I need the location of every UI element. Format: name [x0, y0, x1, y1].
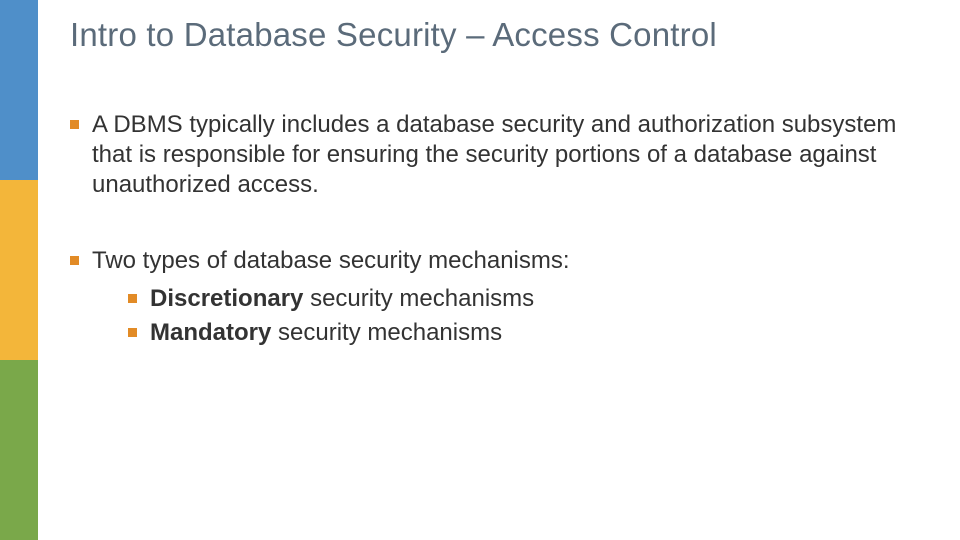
sub-bullet-2-rest: security mechanisms — [271, 319, 502, 346]
sub-bullets: Discretionary security mechanisms Mandat… — [92, 284, 900, 348]
slide-content: A DBMS typically includes a database sec… — [70, 110, 900, 394]
bullet-2-text: Two types of database security mechanism… — [92, 247, 570, 274]
bullet-1: A DBMS typically includes a database sec… — [70, 110, 900, 200]
sub-bullet-1: Discretionary security mechanisms — [128, 284, 900, 314]
sub-bullet-1-rest: security mechanisms — [303, 285, 534, 312]
slide-title: Intro to Database Security – Access Cont… — [70, 16, 717, 54]
bullet-1-text: A DBMS typically includes a database sec… — [92, 111, 896, 198]
sidebar-stripe-1 — [0, 0, 38, 180]
sidebar-stripe-3 — [0, 360, 38, 540]
sub-bullet-2: Mandatory security mechanisms — [128, 318, 900, 348]
sub-bullet-2-bold: Mandatory — [150, 319, 271, 346]
sidebar-stripe-2 — [0, 180, 38, 360]
slide: Intro to Database Security – Access Cont… — [0, 0, 960, 540]
bullet-2: Two types of database security mechanism… — [70, 246, 900, 348]
sub-bullet-1-bold: Discretionary — [150, 285, 303, 312]
